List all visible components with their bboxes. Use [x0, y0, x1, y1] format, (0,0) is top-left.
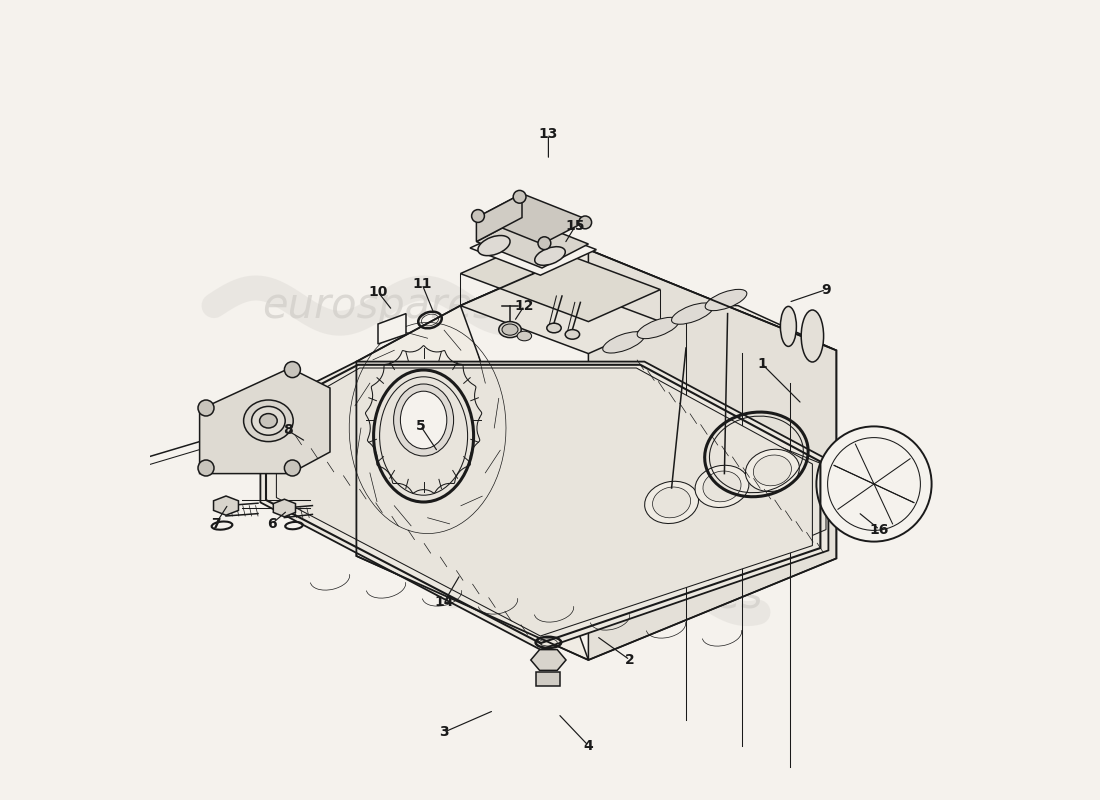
- Ellipse shape: [565, 330, 580, 339]
- Text: 3: 3: [440, 725, 449, 739]
- Ellipse shape: [638, 442, 702, 491]
- Text: 1: 1: [757, 357, 767, 371]
- Circle shape: [198, 400, 214, 416]
- Ellipse shape: [754, 455, 791, 486]
- Text: 16: 16: [870, 522, 889, 537]
- Ellipse shape: [801, 310, 824, 362]
- Polygon shape: [261, 362, 828, 650]
- Ellipse shape: [400, 391, 447, 449]
- Polygon shape: [356, 306, 588, 660]
- Polygon shape: [470, 222, 596, 275]
- Circle shape: [579, 216, 592, 229]
- Ellipse shape: [637, 318, 679, 338]
- Ellipse shape: [591, 434, 678, 506]
- Ellipse shape: [703, 471, 741, 502]
- Text: 7: 7: [211, 517, 220, 531]
- Text: 14: 14: [434, 594, 454, 609]
- Text: 2: 2: [625, 653, 635, 667]
- Circle shape: [538, 237, 551, 250]
- Ellipse shape: [498, 322, 521, 338]
- Ellipse shape: [243, 400, 294, 442]
- Text: 15: 15: [565, 218, 585, 233]
- Polygon shape: [476, 194, 588, 244]
- Polygon shape: [537, 672, 560, 686]
- Polygon shape: [286, 373, 804, 632]
- Ellipse shape: [662, 426, 750, 498]
- Text: 9: 9: [822, 282, 830, 297]
- Circle shape: [198, 460, 214, 476]
- Ellipse shape: [623, 461, 646, 480]
- Ellipse shape: [603, 446, 666, 495]
- Ellipse shape: [671, 303, 713, 324]
- Ellipse shape: [252, 406, 285, 435]
- Ellipse shape: [658, 457, 682, 476]
- Polygon shape: [276, 368, 813, 636]
- Polygon shape: [461, 242, 660, 322]
- Text: 11: 11: [412, 277, 431, 291]
- Ellipse shape: [645, 482, 698, 523]
- Ellipse shape: [694, 453, 718, 472]
- Ellipse shape: [477, 235, 510, 256]
- Polygon shape: [461, 274, 660, 354]
- Ellipse shape: [603, 332, 645, 353]
- Polygon shape: [596, 418, 826, 580]
- Ellipse shape: [547, 323, 561, 333]
- Polygon shape: [213, 496, 239, 515]
- Ellipse shape: [780, 306, 796, 346]
- Text: 8: 8: [283, 423, 293, 438]
- Circle shape: [285, 362, 300, 378]
- Ellipse shape: [626, 430, 714, 502]
- Circle shape: [816, 426, 932, 542]
- Polygon shape: [358, 397, 490, 522]
- Polygon shape: [588, 250, 836, 660]
- Ellipse shape: [394, 384, 453, 456]
- Circle shape: [472, 210, 484, 222]
- Text: eurospares: eurospares: [262, 285, 494, 326]
- Ellipse shape: [674, 438, 738, 487]
- Polygon shape: [531, 650, 566, 670]
- Text: 12: 12: [515, 298, 535, 313]
- Polygon shape: [199, 368, 330, 474]
- Ellipse shape: [705, 290, 747, 310]
- Ellipse shape: [746, 450, 800, 491]
- Text: 13: 13: [539, 127, 558, 142]
- Circle shape: [285, 460, 300, 476]
- Ellipse shape: [260, 414, 277, 428]
- Polygon shape: [476, 218, 588, 268]
- Ellipse shape: [517, 331, 531, 341]
- Circle shape: [514, 190, 526, 203]
- Ellipse shape: [652, 487, 691, 518]
- Text: 5: 5: [416, 418, 426, 433]
- Polygon shape: [273, 499, 296, 517]
- Text: eurospares: eurospares: [530, 575, 762, 617]
- Polygon shape: [461, 250, 836, 350]
- Ellipse shape: [695, 466, 749, 507]
- Text: 10: 10: [368, 285, 387, 299]
- Polygon shape: [378, 314, 406, 344]
- Ellipse shape: [535, 246, 565, 266]
- Text: 6: 6: [267, 517, 276, 531]
- Ellipse shape: [502, 324, 518, 335]
- Polygon shape: [476, 194, 522, 242]
- Circle shape: [827, 438, 921, 530]
- Text: 4: 4: [583, 738, 593, 753]
